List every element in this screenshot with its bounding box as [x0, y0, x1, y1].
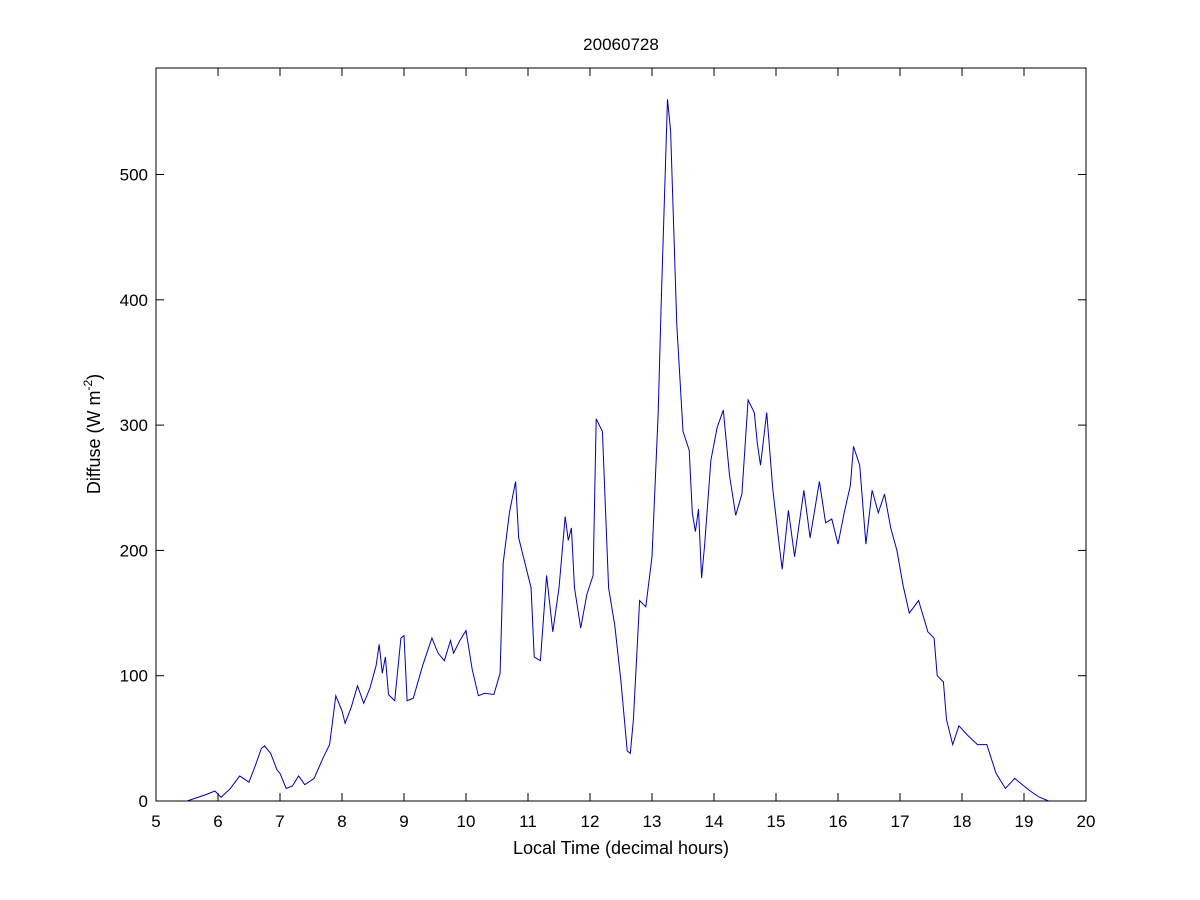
x-tick-label: 9 — [399, 812, 408, 831]
y-axis-label-superscript: -2 — [81, 379, 95, 390]
y-tick-label: 500 — [120, 166, 148, 185]
y-tick-label: 400 — [120, 291, 148, 310]
y-axis-label-base: Diffuse (W m — [84, 390, 104, 494]
x-tick-label: 10 — [457, 812, 476, 831]
chart-title: 20060728 — [583, 35, 659, 54]
plot-area — [155, 67, 1087, 802]
x-tick-label: 8 — [337, 812, 346, 831]
x-axis-ticks: 5 6 7 8 9 10 11 12 13 14 15 16 17 18 19 20 — [151, 68, 1095, 831]
x-tick-label: 7 — [275, 812, 284, 831]
y-axis-ticks: 0 100 200 300 400 500 — [120, 166, 1086, 811]
y-axis-label-suffix: ) — [84, 374, 104, 380]
x-tick-label: 14 — [705, 812, 724, 831]
x-tick-label: 12 — [581, 812, 600, 831]
x-tick-label: 20 — [1077, 812, 1096, 831]
y-tick-label: 100 — [120, 667, 148, 686]
x-tick-label: 11 — [519, 812, 537, 831]
y-axis-label: Diffuse (W m-2) — [81, 374, 104, 494]
x-tick-label: 18 — [953, 812, 972, 831]
x-tick-label: 13 — [643, 812, 662, 831]
x-tick-label: 17 — [891, 812, 910, 831]
y-tick-label: 0 — [139, 792, 148, 811]
diffuse-series-line — [186, 99, 1049, 802]
y-tick-label: 300 — [120, 416, 148, 435]
x-tick-label: 15 — [767, 812, 786, 831]
x-axis-label: Local Time (decimal hours) — [513, 838, 729, 858]
x-tick-label: 19 — [1015, 812, 1034, 831]
x-tick-label: 6 — [213, 812, 222, 831]
x-tick-label: 5 — [151, 812, 160, 831]
y-tick-label: 200 — [120, 541, 148, 560]
x-tick-label: 16 — [829, 812, 848, 831]
